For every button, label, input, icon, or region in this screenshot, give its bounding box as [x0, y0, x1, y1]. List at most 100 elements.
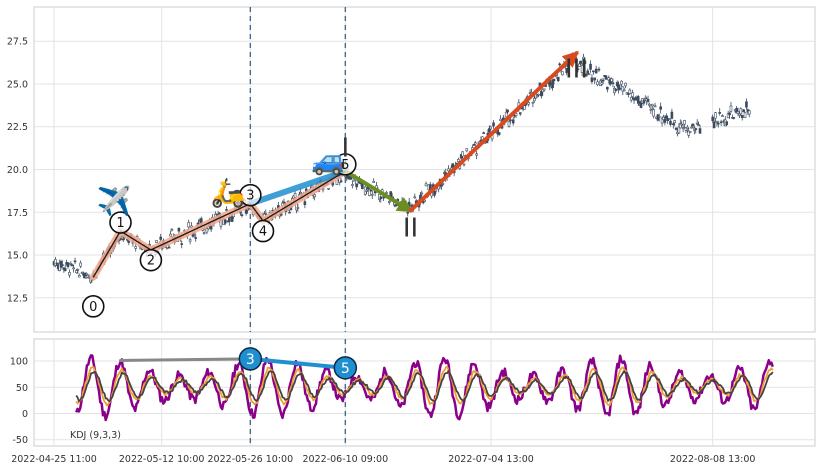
- price-y-tick-label: 15.0: [7, 251, 28, 262]
- candle-body: [246, 208, 249, 211]
- candle-body: [72, 267, 75, 270]
- candle-body: [716, 122, 720, 125]
- wave-roman-label: III: [565, 55, 588, 85]
- candle-body: [223, 219, 227, 224]
- kdj-pivot-marker: 5: [333, 356, 358, 380]
- wave-segment: [343, 169, 414, 213]
- candle-body: [447, 168, 450, 172]
- price-y-tick-label: 20.0: [7, 165, 28, 176]
- candle-body: [441, 183, 445, 185]
- wave-segment: [408, 50, 579, 213]
- x-tick-label: 2022-08-08 13:00: [670, 454, 756, 465]
- candle-body: [600, 82, 604, 85]
- candle-body: [743, 112, 747, 119]
- scooter-icon: 🛵: [211, 176, 246, 209]
- candle-body: [406, 211, 410, 214]
- candle-body: [688, 131, 692, 133]
- candle-body: [451, 163, 455, 168]
- candle-body: [617, 84, 620, 91]
- candle-body: [735, 108, 738, 113]
- candle-body: [736, 111, 740, 114]
- candle-body: [686, 126, 689, 129]
- candle-body: [673, 120, 677, 123]
- candle-body: [327, 187, 330, 190]
- candle-body: [715, 120, 719, 123]
- candle-body: [372, 180, 375, 183]
- wave-pivot-circle: [251, 219, 275, 243]
- candle-body: [712, 121, 716, 129]
- candle-body: [395, 204, 398, 207]
- candle-body: [70, 264, 74, 267]
- candle-body: [681, 127, 685, 129]
- candle-body: [461, 151, 464, 157]
- candle-body: [669, 120, 672, 125]
- price-y-tick-label: 22.5: [7, 122, 28, 133]
- candle-body: [718, 112, 722, 114]
- candle-body: [177, 228, 181, 232]
- wave-pivot-circle: [109, 211, 132, 234]
- candle-body: [440, 185, 443, 187]
- candle-body: [652, 109, 655, 117]
- candle-body: [621, 86, 625, 92]
- candle-body: [541, 89, 545, 93]
- candle-body: [187, 222, 191, 228]
- candle-body: [628, 89, 632, 94]
- candle-body: [188, 239, 192, 242]
- wave-roman-label: II: [403, 214, 418, 244]
- candle-body: [77, 275, 81, 278]
- candle-body: [194, 237, 198, 239]
- candle-body: [606, 86, 609, 90]
- candle-body: [740, 115, 744, 118]
- candle-body: [604, 75, 608, 80]
- candle-body: [134, 246, 137, 249]
- candle-body: [747, 110, 751, 115]
- candle-body: [382, 196, 385, 199]
- candle-body: [351, 184, 354, 186]
- candle-body: [618, 87, 622, 90]
- candle-body: [558, 63, 561, 66]
- candle-body: [592, 70, 595, 73]
- kdj-divergence-line: [119, 357, 252, 363]
- candle-body: [68, 272, 71, 276]
- candle-body: [288, 211, 291, 214]
- candle-body: [596, 81, 599, 85]
- candle-body: [63, 268, 67, 271]
- wave-roman-label: I: [341, 133, 349, 163]
- wave-pivot-label: 3: [246, 189, 254, 204]
- candle-body: [683, 120, 686, 125]
- candle-body: [79, 262, 82, 267]
- candle-body: [86, 275, 89, 278]
- candle-body: [590, 77, 594, 83]
- candle-body: [684, 127, 688, 131]
- candle-body: [497, 132, 501, 135]
- candle-body: [167, 246, 171, 249]
- candle-body: [586, 70, 590, 74]
- kdj-pivot-circle: [238, 347, 263, 371]
- candle-body: [582, 56, 585, 65]
- candle-body: [66, 262, 70, 268]
- candle-body: [561, 71, 564, 76]
- candle-body: [369, 189, 373, 192]
- candle-body: [742, 109, 745, 113]
- candle-body: [594, 68, 598, 74]
- candle-body: [472, 143, 476, 146]
- candle-body: [624, 82, 627, 87]
- candle-body: [622, 89, 626, 92]
- candle-body: [385, 192, 388, 194]
- wave-pivot-label: 1: [116, 216, 124, 231]
- candle-body: [670, 111, 674, 119]
- wave-pivot-marker: 5: [334, 153, 357, 176]
- candle-body: [674, 127, 678, 130]
- wave-detail-path: [92, 170, 346, 278]
- candle-body: [694, 128, 698, 130]
- candle-body: [76, 269, 80, 271]
- candle-body: [680, 123, 684, 126]
- candle-body: [691, 123, 695, 127]
- candle-body: [240, 214, 244, 216]
- x-tick-label: 2022-07-04 13:00: [448, 454, 534, 465]
- candle-body: [614, 88, 618, 92]
- candle-body: [687, 130, 691, 136]
- car-icon: 🚙: [311, 144, 346, 177]
